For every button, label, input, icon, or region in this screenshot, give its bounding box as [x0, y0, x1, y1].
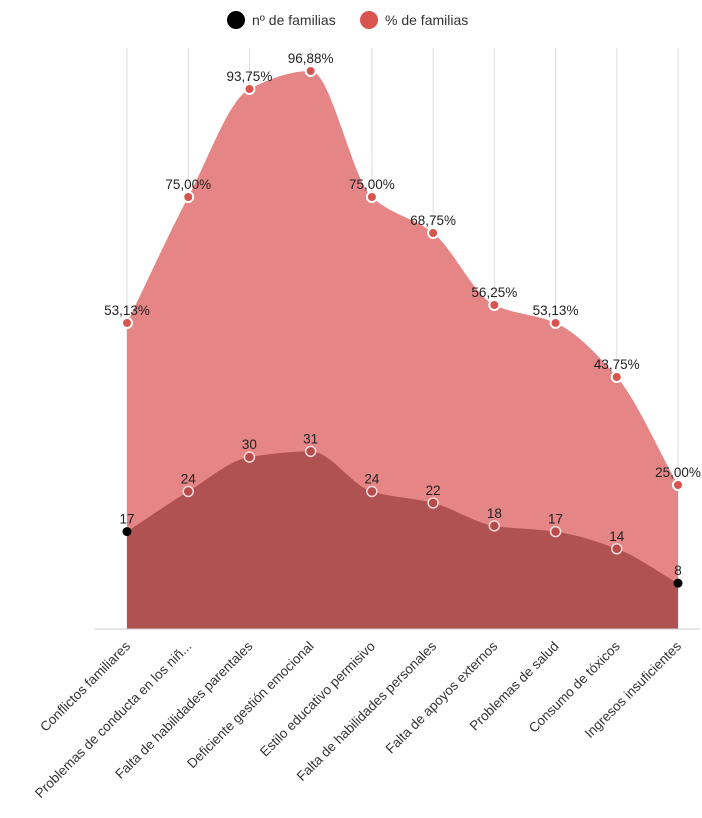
legend-label-porcentaje: % de familias [385, 12, 468, 28]
point-porcentaje [304, 64, 317, 77]
data-labels: 53,13% 75,00% 93,75% 96,88% 75,00% 68,75% 56,2… [104, 51, 701, 578]
data-label-porcentaje: 93,75% [227, 69, 273, 84]
point-familias [427, 497, 439, 509]
x-tick-label: Falta de apoyos externos [383, 638, 501, 756]
areas [127, 70, 678, 630]
point-familias [488, 520, 501, 532]
legend-marker-familias [227, 11, 245, 29]
point-familias [122, 527, 132, 537]
data-label-familias: 17 [119, 512, 134, 527]
data-label-familias: 17 [548, 512, 563, 527]
legend-marker-porcentaje [360, 11, 378, 29]
data-label-porcentaje: 53,13% [533, 303, 579, 318]
point-porcentaje [549, 316, 562, 329]
legend-label-familias: nº de familias [252, 12, 336, 28]
point-porcentaje [243, 83, 256, 95]
data-label-familias: 24 [364, 471, 380, 486]
point-familias [304, 445, 317, 458]
data-label-familias: 8 [674, 563, 682, 578]
point-porcentaje [121, 316, 133, 329]
area-numero-familias [127, 451, 678, 629]
point-porcentaje [488, 299, 501, 311]
markers [121, 64, 684, 588]
point-familias [611, 543, 623, 555]
point-familias [366, 485, 378, 498]
x-tick-label: Estilo educativo permisivo [257, 639, 378, 760]
point-porcentaje [427, 227, 440, 239]
point-familias [673, 578, 683, 588]
point-familias [182, 485, 194, 498]
data-label-porcentaje: 53,13% [104, 303, 150, 318]
data-label-familias: 18 [487, 506, 502, 521]
data-label-porcentaje: 56,25% [471, 285, 517, 300]
data-label-porcentaje: 75,00% [349, 177, 395, 192]
data-label-porcentaje: 25,00% [655, 465, 701, 480]
data-label-familias: 14 [609, 529, 625, 544]
point-familias [549, 525, 562, 538]
data-label-porcentaje: 43,75% [594, 357, 640, 372]
x-tick-label: Deficiente gestión emocional [184, 639, 317, 772]
point-porcentaje [182, 191, 195, 203]
data-label-familias: 24 [181, 471, 197, 486]
point-porcentaje [610, 371, 623, 383]
data-label-porcentaje: 68,75% [410, 213, 456, 228]
data-label-porcentaje: 75,00% [165, 177, 211, 192]
point-porcentaje [672, 479, 684, 491]
data-label-familias: 22 [426, 483, 441, 498]
data-label-familias: 30 [242, 437, 257, 452]
data-label-porcentaje: 96,88% [288, 51, 334, 66]
point-porcentaje [365, 191, 378, 203]
data-label-familias: 31 [303, 431, 318, 446]
point-familias [243, 451, 256, 463]
legend: nº de familias % de familias [227, 11, 468, 29]
